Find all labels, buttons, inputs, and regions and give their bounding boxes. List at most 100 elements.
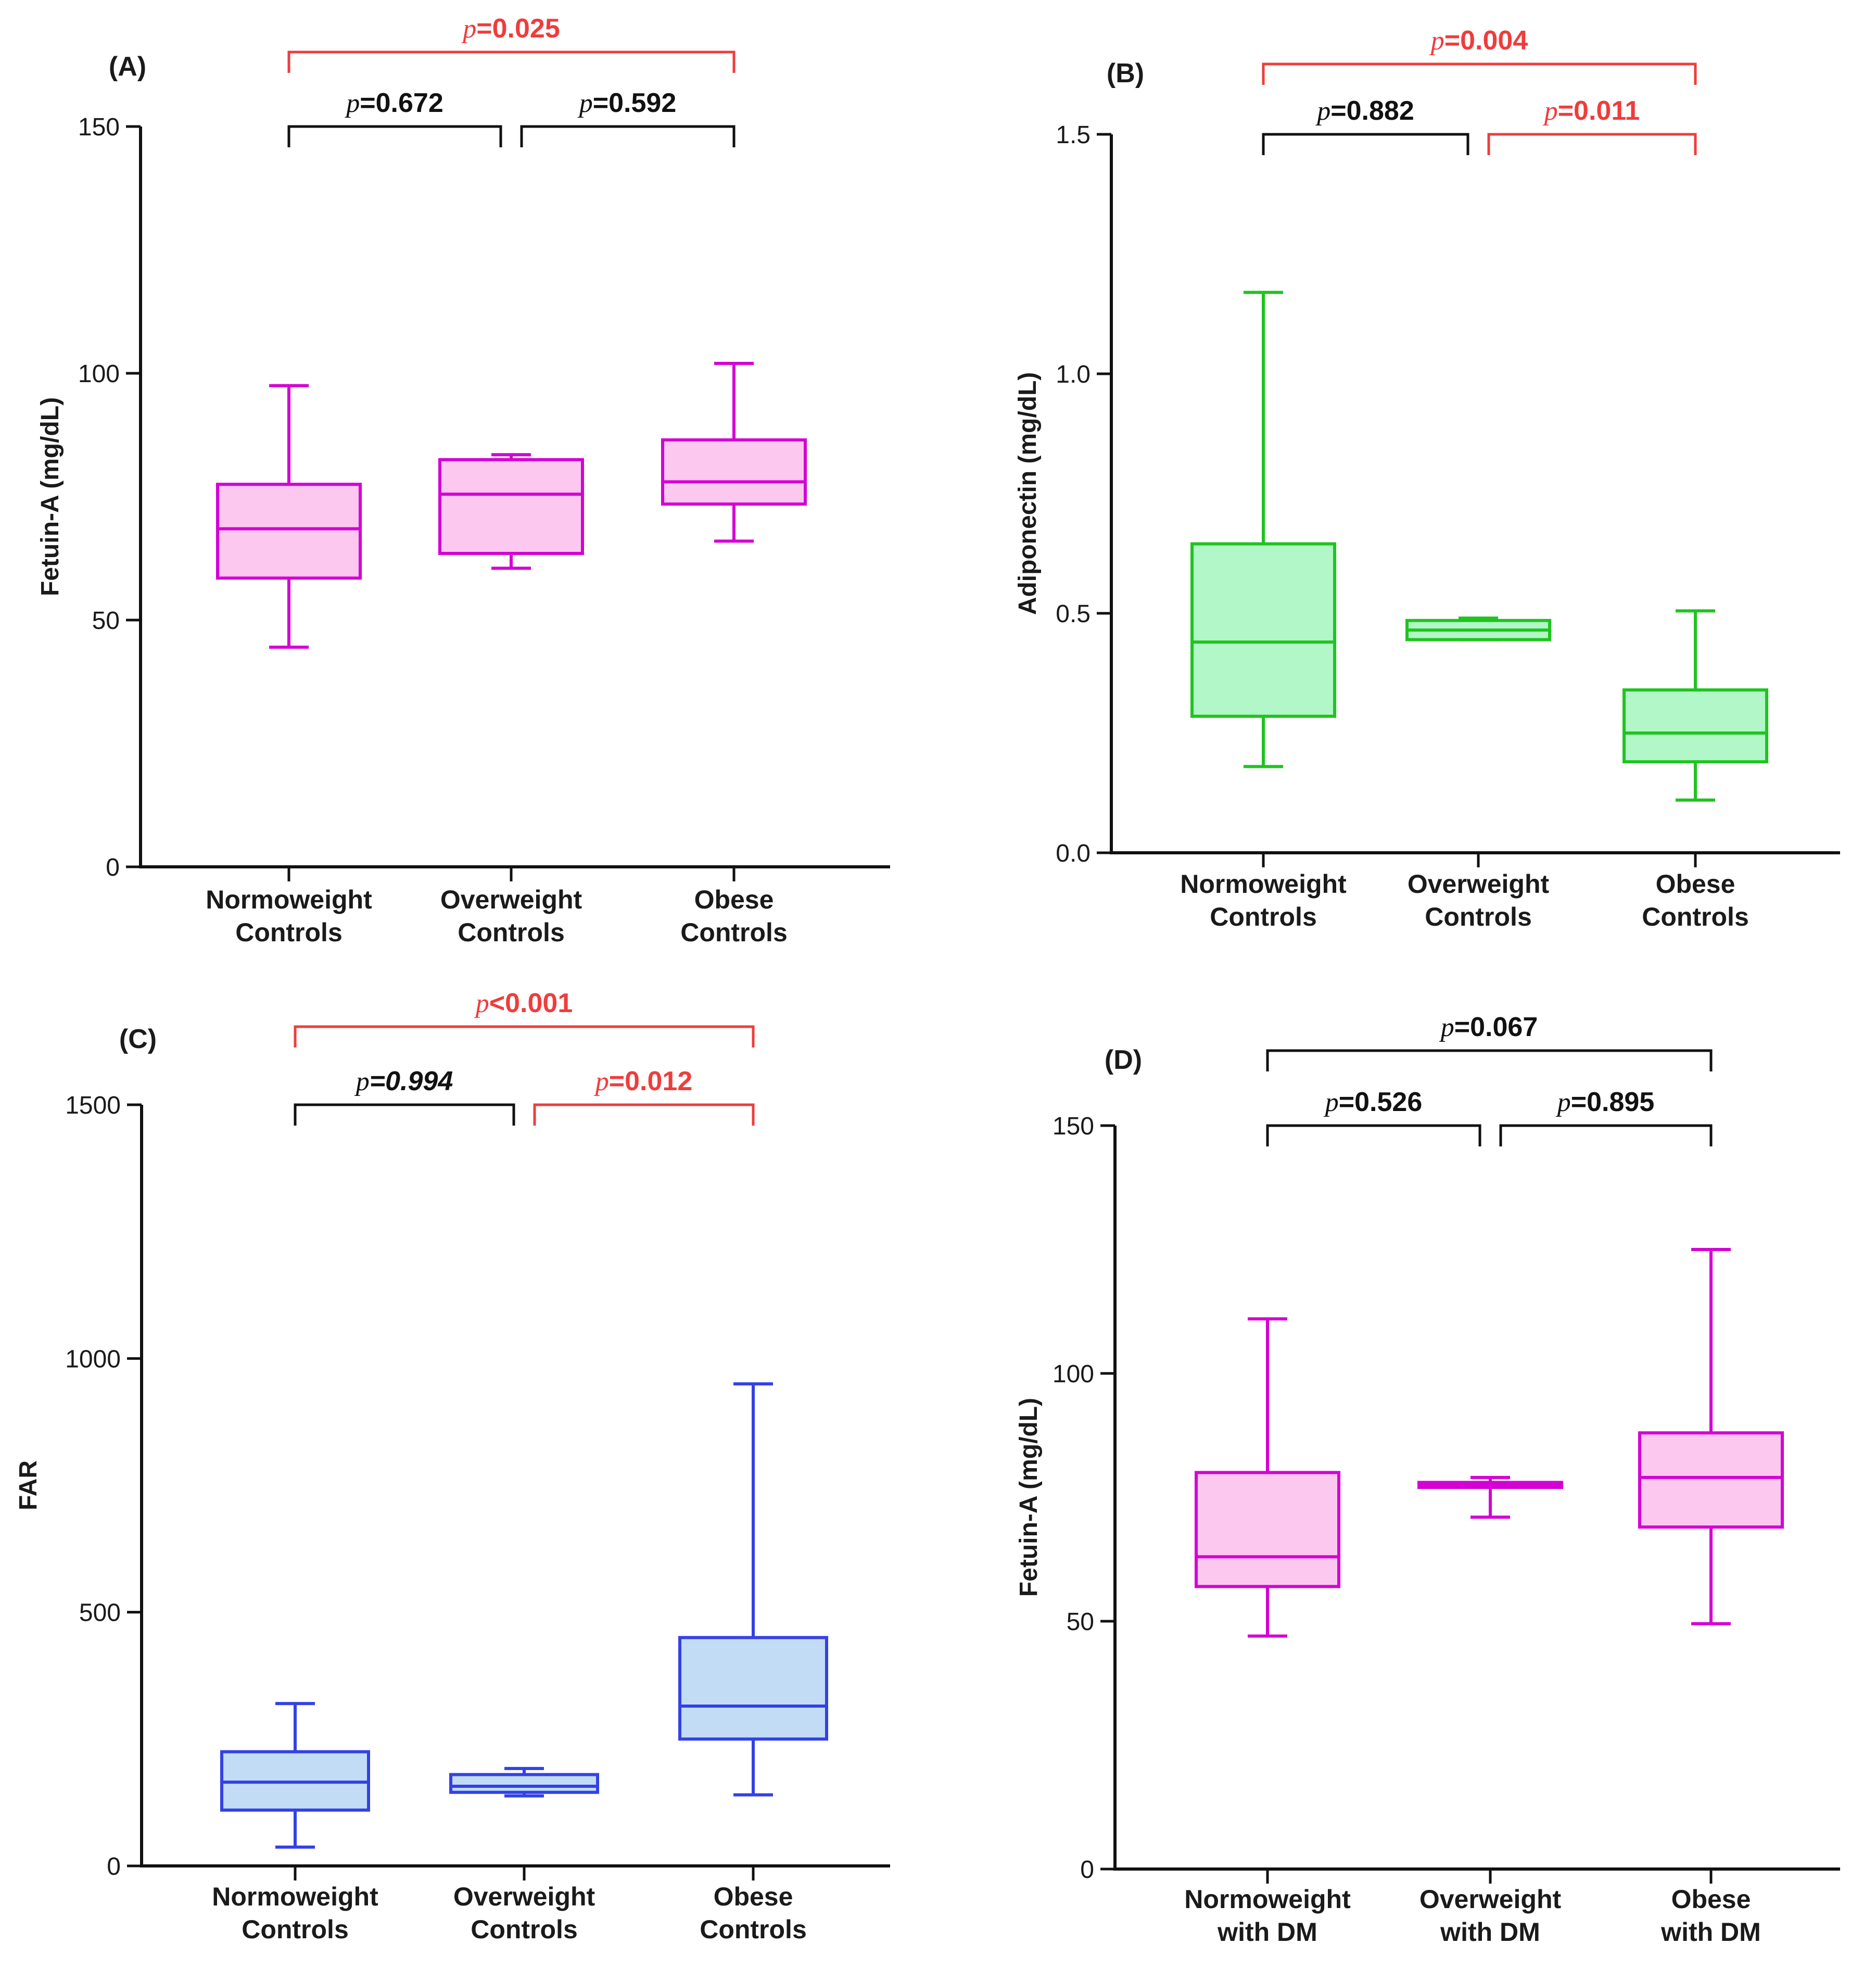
p-value: =0.025 xyxy=(476,14,560,44)
box-plot xyxy=(438,453,584,881)
box-plot xyxy=(449,1766,599,1880)
p-symbol: p xyxy=(1555,1088,1571,1117)
panel-label: (C) xyxy=(119,1024,157,1054)
iqr-box xyxy=(449,1773,599,1794)
box-plot xyxy=(216,384,362,881)
x-category-label: Obese xyxy=(1656,869,1735,899)
bracket-line xyxy=(1487,133,1697,155)
bracket-line xyxy=(1499,1124,1713,1146)
iqr-box xyxy=(661,438,807,506)
p-value-label: p=0.592 xyxy=(577,88,677,118)
x-category-label: Controls xyxy=(471,1915,578,1944)
x-category-label: Controls xyxy=(458,918,565,947)
p-value: =0.882 xyxy=(1330,96,1414,126)
y-tick-label: 0 xyxy=(106,854,120,881)
bracket-line xyxy=(1262,62,1697,85)
x-category-label: Controls xyxy=(235,918,343,947)
p-value-label: p=0.526 xyxy=(1323,1087,1423,1117)
x-category-label: Overweight xyxy=(440,885,582,914)
panel-b: (B) 0.0 0.5 1.0 1.5 Adiponectin (mg/dL) Normow… xyxy=(1014,26,1840,931)
box-plot xyxy=(1623,609,1768,867)
y-axis-title: FAR xyxy=(15,1460,42,1510)
p-value: =0.672 xyxy=(360,88,443,118)
p-symbol: p xyxy=(354,1067,370,1096)
iqr-box xyxy=(1623,688,1768,764)
x-category-label: Controls xyxy=(1642,902,1749,931)
p-value: <0.001 xyxy=(489,988,573,1018)
y-tick-label: 0 xyxy=(107,1853,121,1880)
significance-bracket: p=0.012 xyxy=(533,1066,755,1126)
p-symbol: p xyxy=(1439,1013,1454,1042)
y-tick-label: 50 xyxy=(92,607,120,635)
y-tick-label: 50 xyxy=(1067,1608,1094,1636)
iqr-box xyxy=(1638,1431,1784,1529)
p-value-label: p=0.994 xyxy=(354,1066,453,1096)
panel-c: (C) 0 500 1000 1500 FAR Normoweight Controls Ove… xyxy=(15,988,890,1944)
box-plot xyxy=(661,362,807,881)
p-value-label: p=0.025 xyxy=(461,14,560,44)
bracket-line xyxy=(1266,1049,1713,1071)
p-value-label: p=0.011 xyxy=(1542,96,1640,126)
significance-bracket: p=0.672 xyxy=(287,88,502,147)
x-category-label: Normoweight xyxy=(1180,869,1347,899)
y-tick-label: 150 xyxy=(1053,1113,1094,1140)
bracket-line xyxy=(287,51,736,73)
y-tick-label: 1.5 xyxy=(1056,121,1091,149)
y-tick-label: 100 xyxy=(1053,1360,1094,1388)
x-category-label: Obese xyxy=(1671,1885,1751,1914)
p-value-label: p=0.004 xyxy=(1429,26,1528,56)
iqr-box xyxy=(1195,1471,1340,1588)
panel-label: (B) xyxy=(1107,58,1144,89)
y-tick-label: 500 xyxy=(79,1599,121,1627)
x-category-label: Controls xyxy=(680,918,788,947)
p-value: =0.895 xyxy=(1571,1087,1655,1117)
x-category-label: Normoweight xyxy=(212,1882,378,1911)
significance-bracket: p=0.067 xyxy=(1266,1012,1713,1071)
x-category-label: Obese xyxy=(714,1882,793,1911)
iqr-box xyxy=(216,483,362,580)
y-tick-label: 1500 xyxy=(65,1092,121,1119)
x-category-label: Controls xyxy=(700,1915,807,1944)
box-plot xyxy=(1195,1317,1340,1884)
bracket-line xyxy=(287,125,502,147)
p-value-label: p=0.895 xyxy=(1555,1087,1655,1117)
x-category-label: Controls xyxy=(1210,902,1317,931)
p-value: =0.012 xyxy=(609,1066,693,1096)
p-value-label: p=0.882 xyxy=(1315,96,1414,126)
box-plot xyxy=(220,1702,370,1880)
p-value: =0.994 xyxy=(370,1066,453,1096)
bracket-line xyxy=(533,1103,755,1126)
p-symbol: p xyxy=(593,1067,609,1096)
y-tick-label: 1.0 xyxy=(1056,361,1091,388)
x-category-label: Obese xyxy=(694,885,774,914)
significance-bracket: p=0.882 xyxy=(1262,96,1469,155)
p-symbol: p xyxy=(577,89,593,118)
x-category-label: Overweight xyxy=(1408,869,1550,899)
bracket-line xyxy=(1266,1124,1481,1146)
p-value-label: p=0.672 xyxy=(344,88,443,118)
x-category-label: with DM xyxy=(1660,1917,1761,1947)
significance-bracket: p<0.001 xyxy=(294,988,755,1047)
p-symbol: p xyxy=(1323,1088,1339,1117)
p-value-label: p=0.067 xyxy=(1439,1012,1538,1042)
box-plot xyxy=(1190,291,1336,867)
y-tick-label: 0.0 xyxy=(1056,840,1091,867)
iqr-box xyxy=(678,1636,828,1741)
p-value: =0.592 xyxy=(593,88,677,118)
panel-d: (D) 0 50 100 150 Fetuin-A (mg/dL) Normoweight w… xyxy=(1015,1012,1840,1947)
p-value-label: p=0.012 xyxy=(593,1066,693,1096)
y-axis-title: Fetuin-A (mg/dL) xyxy=(36,397,64,596)
y-tick-label: 1000 xyxy=(65,1345,121,1373)
y-axis-title: Fetuin-A (mg/dL) xyxy=(1015,1398,1043,1597)
y-tick-label: 0.5 xyxy=(1056,600,1091,628)
p-value: =0.526 xyxy=(1339,1087,1423,1117)
iqr-box xyxy=(438,458,584,556)
x-category-label: Controls xyxy=(242,1915,349,1944)
p-value: =0.011 xyxy=(1558,96,1640,126)
x-category-label: Overweight xyxy=(1419,1885,1562,1914)
x-category-label: Overweight xyxy=(453,1882,595,1911)
x-category-label: Normoweight xyxy=(1184,1885,1351,1914)
significance-bracket: p=0.004 xyxy=(1262,26,1697,85)
x-category-label: with DM xyxy=(1440,1917,1540,1947)
panel-label: (A) xyxy=(109,52,146,82)
